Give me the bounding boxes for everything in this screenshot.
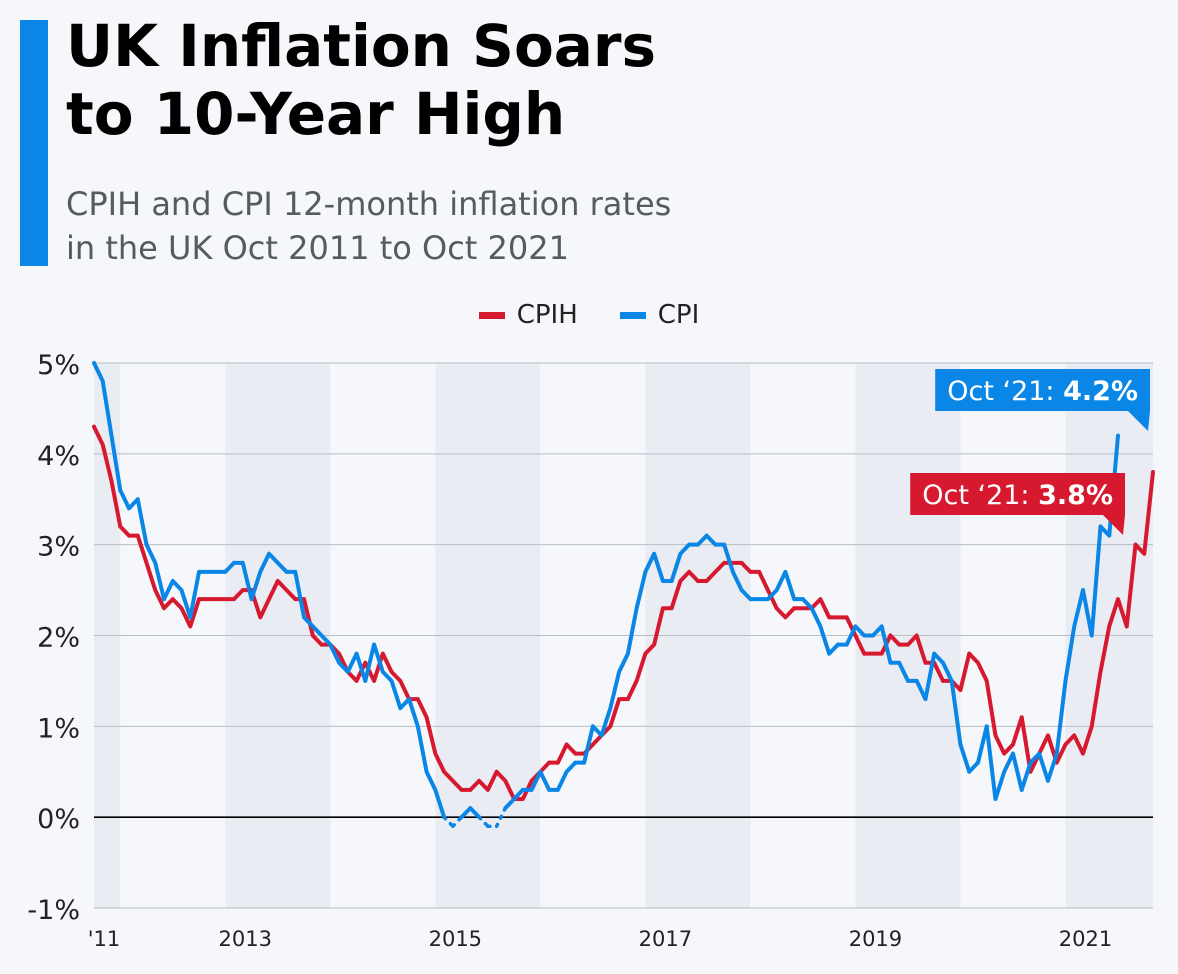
- y-tick-label: -1%: [27, 895, 80, 926]
- x-tick-label: 2015: [429, 927, 482, 951]
- chart-subtitle-line2: in the UK Oct 2011 to Oct 2021: [66, 229, 569, 267]
- x-tick-label: 2017: [639, 927, 692, 951]
- x-tick-label: 2013: [219, 927, 272, 951]
- y-tick-label: 1%: [37, 713, 80, 744]
- annotation-cpih-box: [910, 473, 1125, 515]
- y-tick-label: 0%: [37, 804, 80, 835]
- y-tick-label: 3%: [37, 532, 80, 563]
- chart-title-line1: UK Inflation Soars: [66, 12, 657, 80]
- legend-item-cpih: CPIH: [478, 300, 578, 330]
- x-tick-label: 2019: [849, 927, 902, 951]
- chart-title-line2: to 10-Year High: [66, 80, 566, 148]
- annotation-cpi: Oct ‘21: 4.2%: [935, 369, 1150, 431]
- y-tick-label: 5%: [37, 350, 80, 381]
- chart-legend: CPIH CPI: [0, 300, 1178, 330]
- legend-label-cpih: CPIH: [516, 300, 578, 330]
- title-accent-bar: [20, 20, 48, 266]
- annotation-cpih-text: Oct ‘21: 3.8%: [922, 480, 1113, 511]
- annotation-cpi-value: 4.2%: [1063, 376, 1138, 407]
- annotation-cpi-text: Oct ‘21: 4.2%: [947, 376, 1138, 407]
- series-line-cpi: [92, 361, 1120, 820]
- annotation-cpih-prefix: Oct ‘21:: [922, 480, 1038, 511]
- annotation-cpih-value: 3.8%: [1038, 480, 1113, 511]
- legend-label-cpi: CPI: [657, 300, 700, 330]
- series-line-cpih: [92, 424, 1155, 801]
- annotation-cpih: Oct ‘21: 3.8%: [910, 473, 1125, 535]
- chart-subtitle: CPIH and CPI 12-month inflation rates in…: [66, 182, 671, 270]
- chart-subtitle-line1: CPIH and CPI 12-month inflation rates: [66, 185, 672, 223]
- legend-swatch-cpih: [478, 311, 505, 319]
- legend-item-cpi: CPI: [619, 300, 700, 330]
- annotation-cpih-tail: [1103, 515, 1125, 535]
- chart-title: UK Inflation Soars to 10-Year High: [66, 12, 656, 148]
- x-tick-label: '11: [88, 927, 121, 951]
- annotation-cpi-box: [935, 369, 1150, 411]
- x-tick-label: 2021: [1059, 927, 1112, 951]
- annotation-cpi-tail: [1128, 411, 1150, 431]
- y-tick-label: 4%: [37, 441, 80, 472]
- legend-swatch-cpi: [619, 311, 646, 319]
- annotation-cpi-prefix: Oct ‘21:: [947, 376, 1063, 407]
- y-tick-label: 2%: [37, 623, 80, 654]
